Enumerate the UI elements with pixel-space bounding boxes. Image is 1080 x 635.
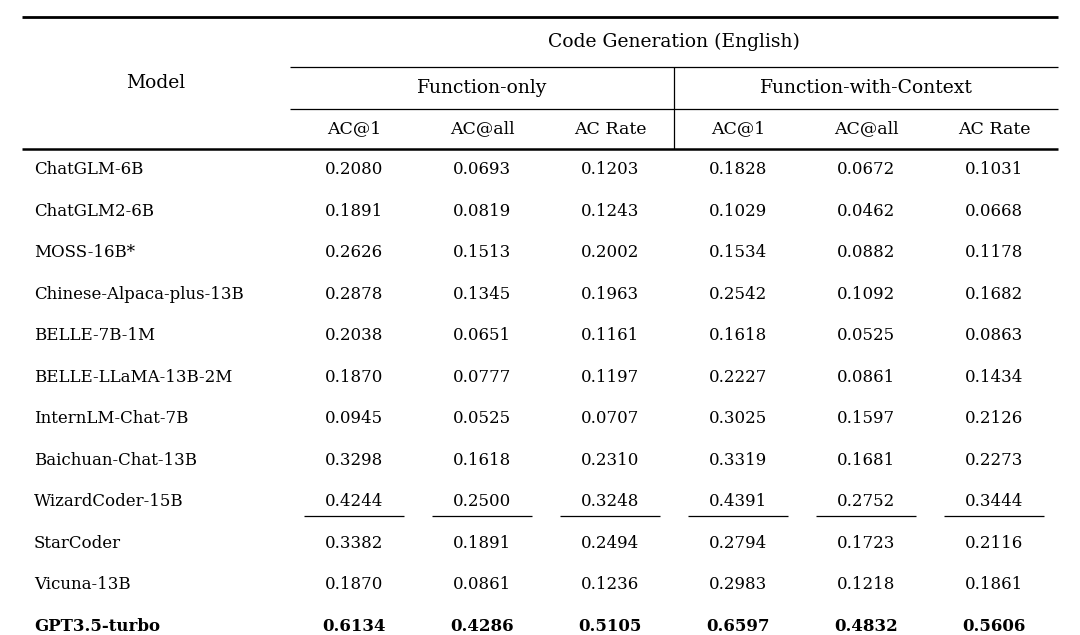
- Text: 0.5105: 0.5105: [578, 618, 642, 635]
- Text: 0.0819: 0.0819: [453, 203, 511, 220]
- Text: AC Rate: AC Rate: [958, 121, 1030, 138]
- Text: 0.0882: 0.0882: [837, 244, 895, 261]
- Text: 0.6134: 0.6134: [322, 618, 386, 635]
- Text: 0.1891: 0.1891: [325, 203, 383, 220]
- Text: 0.2794: 0.2794: [708, 535, 767, 552]
- Text: 0.2626: 0.2626: [325, 244, 383, 261]
- Text: 0.2878: 0.2878: [325, 286, 383, 303]
- Text: 0.1891: 0.1891: [453, 535, 511, 552]
- Text: 0.2500: 0.2500: [453, 493, 511, 511]
- Text: 0.2126: 0.2126: [964, 410, 1023, 427]
- Text: GPT3.5-turbo: GPT3.5-turbo: [33, 618, 160, 635]
- Text: 0.1618: 0.1618: [453, 451, 511, 469]
- Text: 0.1618: 0.1618: [708, 327, 767, 344]
- Text: 0.0672: 0.0672: [837, 161, 895, 178]
- Text: 0.1534: 0.1534: [708, 244, 767, 261]
- Text: AC@all: AC@all: [834, 121, 899, 138]
- Text: 0.3382: 0.3382: [325, 535, 383, 552]
- Text: 0.1236: 0.1236: [581, 576, 639, 593]
- Text: MOSS-16B*: MOSS-16B*: [33, 244, 135, 261]
- Text: 0.2542: 0.2542: [708, 286, 767, 303]
- Text: 0.0861: 0.0861: [837, 369, 895, 385]
- Text: AC@1: AC@1: [327, 121, 381, 138]
- Text: 0.1161: 0.1161: [581, 327, 639, 344]
- Text: InternLM-Chat-7B: InternLM-Chat-7B: [33, 410, 188, 427]
- Text: 0.0693: 0.0693: [453, 161, 511, 178]
- Text: 0.0525: 0.0525: [453, 410, 511, 427]
- Text: 0.2273: 0.2273: [964, 451, 1023, 469]
- Text: 0.2494: 0.2494: [581, 535, 639, 552]
- Text: Function-with-Context: Function-with-Context: [759, 79, 972, 97]
- Text: 0.1861: 0.1861: [964, 576, 1023, 593]
- Text: Code Generation (English): Code Generation (English): [548, 33, 800, 51]
- Text: 0.3298: 0.3298: [325, 451, 383, 469]
- Text: 0.1031: 0.1031: [964, 161, 1023, 178]
- Text: ChatGLM-6B: ChatGLM-6B: [33, 161, 144, 178]
- Text: 0.0945: 0.0945: [325, 410, 383, 427]
- Text: 0.2002: 0.2002: [581, 244, 639, 261]
- Text: 0.1597: 0.1597: [837, 410, 895, 427]
- Text: 0.1828: 0.1828: [708, 161, 767, 178]
- Text: Function-only: Function-only: [417, 79, 548, 97]
- Text: 0.0651: 0.0651: [453, 327, 511, 344]
- Text: Vicuna-13B: Vicuna-13B: [33, 576, 131, 593]
- Text: StarCoder: StarCoder: [33, 535, 121, 552]
- Text: 0.3248: 0.3248: [581, 493, 639, 511]
- Text: 0.0462: 0.0462: [837, 203, 895, 220]
- Text: AC@all: AC@all: [449, 121, 514, 138]
- Text: 0.1870: 0.1870: [325, 576, 383, 593]
- Text: 0.6597: 0.6597: [706, 618, 770, 635]
- Text: 0.0707: 0.0707: [581, 410, 639, 427]
- Text: 0.0863: 0.0863: [964, 327, 1023, 344]
- Text: 0.2983: 0.2983: [708, 576, 767, 593]
- Text: 0.1681: 0.1681: [837, 451, 895, 469]
- Text: 0.2310: 0.2310: [581, 451, 639, 469]
- Text: Chinese-Alpaca-plus-13B: Chinese-Alpaca-plus-13B: [33, 286, 244, 303]
- Text: 0.1345: 0.1345: [453, 286, 511, 303]
- Text: 0.4832: 0.4832: [834, 618, 897, 635]
- Text: 0.1723: 0.1723: [837, 535, 895, 552]
- Text: BELLE-LLaMA-13B-2M: BELLE-LLaMA-13B-2M: [33, 369, 232, 385]
- Text: Baichuan-Chat-13B: Baichuan-Chat-13B: [33, 451, 197, 469]
- Text: 0.1178: 0.1178: [964, 244, 1023, 261]
- Text: Model: Model: [126, 74, 186, 92]
- Text: 0.2227: 0.2227: [708, 369, 767, 385]
- Text: 0.5606: 0.5606: [962, 618, 1026, 635]
- Text: 0.1243: 0.1243: [581, 203, 639, 220]
- Text: 0.1218: 0.1218: [837, 576, 895, 593]
- Text: 0.1682: 0.1682: [964, 286, 1023, 303]
- Text: 0.1092: 0.1092: [837, 286, 895, 303]
- Text: 0.2752: 0.2752: [837, 493, 895, 511]
- Text: 0.0525: 0.0525: [837, 327, 895, 344]
- Text: 0.1434: 0.1434: [964, 369, 1023, 385]
- Text: BELLE-7B-1M: BELLE-7B-1M: [33, 327, 156, 344]
- Text: 0.1197: 0.1197: [581, 369, 639, 385]
- Text: 0.3025: 0.3025: [708, 410, 767, 427]
- Text: 0.1029: 0.1029: [708, 203, 767, 220]
- Text: 0.1203: 0.1203: [581, 161, 639, 178]
- Text: 0.1870: 0.1870: [325, 369, 383, 385]
- Text: 0.1513: 0.1513: [453, 244, 511, 261]
- Text: 0.4391: 0.4391: [708, 493, 767, 511]
- Text: 0.0777: 0.0777: [453, 369, 511, 385]
- Text: 0.0668: 0.0668: [964, 203, 1023, 220]
- Text: AC Rate: AC Rate: [573, 121, 646, 138]
- Text: AC@1: AC@1: [711, 121, 765, 138]
- Text: ChatGLM2-6B: ChatGLM2-6B: [33, 203, 154, 220]
- Text: 0.4286: 0.4286: [450, 618, 514, 635]
- Text: 0.2080: 0.2080: [325, 161, 383, 178]
- Text: 0.1963: 0.1963: [581, 286, 639, 303]
- Text: 0.3444: 0.3444: [964, 493, 1023, 511]
- Text: 0.2038: 0.2038: [325, 327, 383, 344]
- Text: 0.4244: 0.4244: [325, 493, 383, 511]
- Text: 0.0861: 0.0861: [453, 576, 511, 593]
- Text: WizardCoder-15B: WizardCoder-15B: [33, 493, 184, 511]
- Text: 0.2116: 0.2116: [964, 535, 1023, 552]
- Text: 0.3319: 0.3319: [708, 451, 767, 469]
